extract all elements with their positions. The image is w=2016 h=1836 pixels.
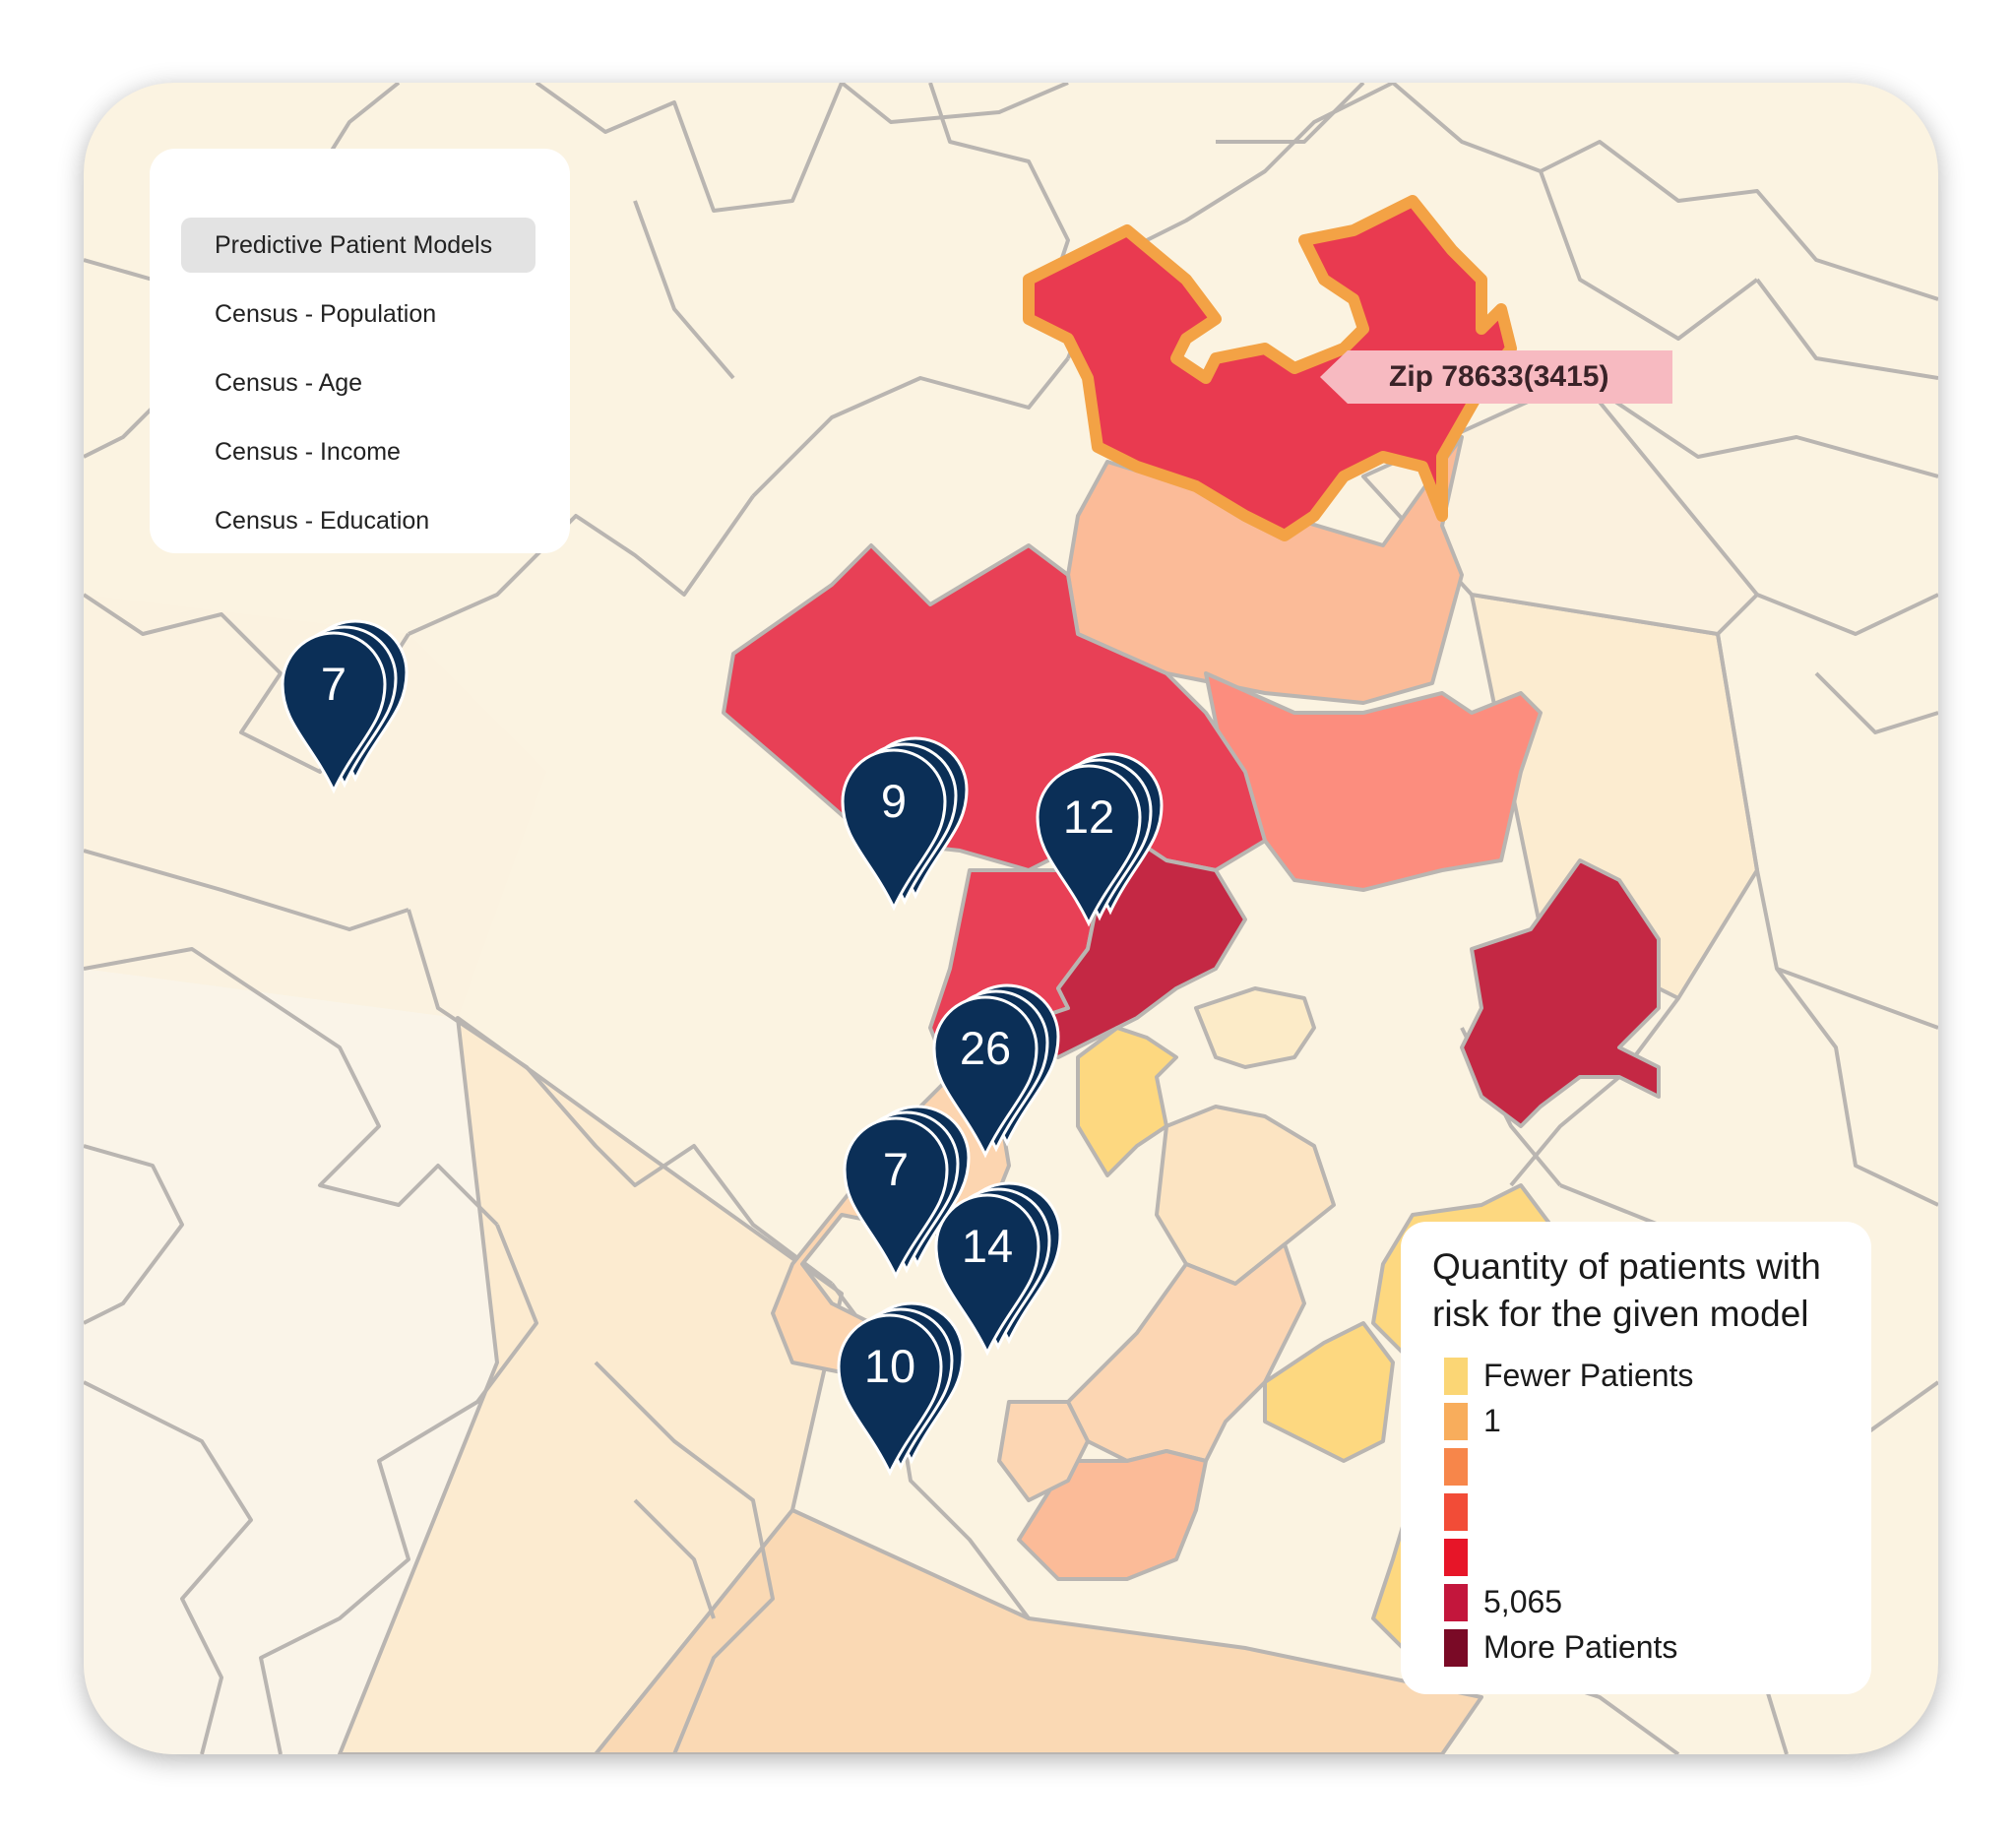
cluster-marker-9[interactable]: 9	[838, 732, 985, 919]
menu-item-census-age[interactable]: Census - Age	[215, 369, 363, 397]
region-crimson-east	[1460, 858, 1661, 1128]
cluster-marker-26[interactable]: 26	[929, 980, 1077, 1167]
legend-swatch	[1444, 1584, 1468, 1621]
legend-swatch	[1444, 1539, 1468, 1576]
cluster-count: 12	[1062, 791, 1115, 843]
map-pin-icon	[1036, 752, 1164, 927]
legend-swatch	[1444, 1403, 1468, 1440]
zip-tooltip: Zip 78633(3415)	[1320, 350, 1672, 404]
cluster-count: 7	[320, 658, 347, 710]
map-pin-icon	[932, 983, 1060, 1159]
region-cream-center	[1194, 986, 1316, 1069]
menu-item-census-population[interactable]: Census - Population	[215, 300, 437, 328]
zip-tooltip-label: Zip 78633(3415)	[1389, 360, 1609, 393]
legend-label: 1	[1483, 1403, 1501, 1438]
map-pin-icon	[837, 1301, 965, 1477]
region-zip-78633-selected	[1023, 195, 1517, 541]
region-yellow-south-center	[1263, 1321, 1395, 1463]
layer-menu: Predictive Patient Models Census - Popul…	[150, 149, 570, 553]
region-yellow-center	[1076, 1026, 1178, 1177]
legend-swatch	[1444, 1358, 1468, 1395]
region-salmon-east	[1204, 671, 1543, 892]
legend-swatch	[1444, 1629, 1468, 1667]
region-sw	[84, 969, 497, 1754]
map-canvas[interactable]	[84, 83, 1938, 1754]
region-peach-south-west	[997, 1400, 1090, 1502]
tooltip-arrow-shape	[1320, 350, 1672, 404]
cluster-count: 14	[961, 1220, 1014, 1272]
cluster-count: 7	[882, 1143, 910, 1195]
menu-item-census-income[interactable]: Census - Income	[215, 438, 401, 466]
cluster-marker-12[interactable]: 12	[1033, 748, 1180, 935]
legend-label: More Patients	[1483, 1629, 1678, 1665]
legend-swatch	[1444, 1448, 1468, 1486]
cluster-count: 10	[863, 1340, 916, 1392]
legend-label: Fewer Patients	[1483, 1358, 1694, 1393]
map-pin-icon	[841, 736, 969, 912]
cluster-count: 26	[959, 1022, 1012, 1074]
legend-label: 5,065	[1483, 1584, 1563, 1619]
cluster-marker-14[interactable]: 14	[931, 1177, 1079, 1364]
risk-legend: Quantity of patients with risk for the g…	[1401, 1222, 1871, 1694]
region-tan-center	[1155, 1105, 1336, 1286]
map-pin-icon	[934, 1181, 1062, 1357]
base-regions	[84, 83, 1938, 1754]
cluster-marker-7-south[interactable]: 7	[840, 1101, 987, 1288]
cluster-marker-10[interactable]: 10	[834, 1298, 981, 1485]
legend-swatch	[1444, 1493, 1468, 1531]
map-view[interactable]: Predictive Patient Models Census - Popul…	[84, 83, 1938, 1754]
map-pin-icon	[281, 619, 409, 794]
menu-item-predictive-patient-models[interactable]: Predictive Patient Models	[181, 218, 536, 273]
legend-title: Quantity of patients with risk for the g…	[1432, 1246, 1821, 1334]
menu-item-census-education[interactable]: Census - Education	[215, 507, 430, 535]
map-pin-icon	[843, 1105, 971, 1280]
region-west-mid	[84, 595, 546, 1018]
cluster-marker-7-west[interactable]: 7	[278, 615, 425, 802]
region-peach-mid	[1066, 1242, 1306, 1463]
cluster-count: 9	[880, 775, 908, 827]
